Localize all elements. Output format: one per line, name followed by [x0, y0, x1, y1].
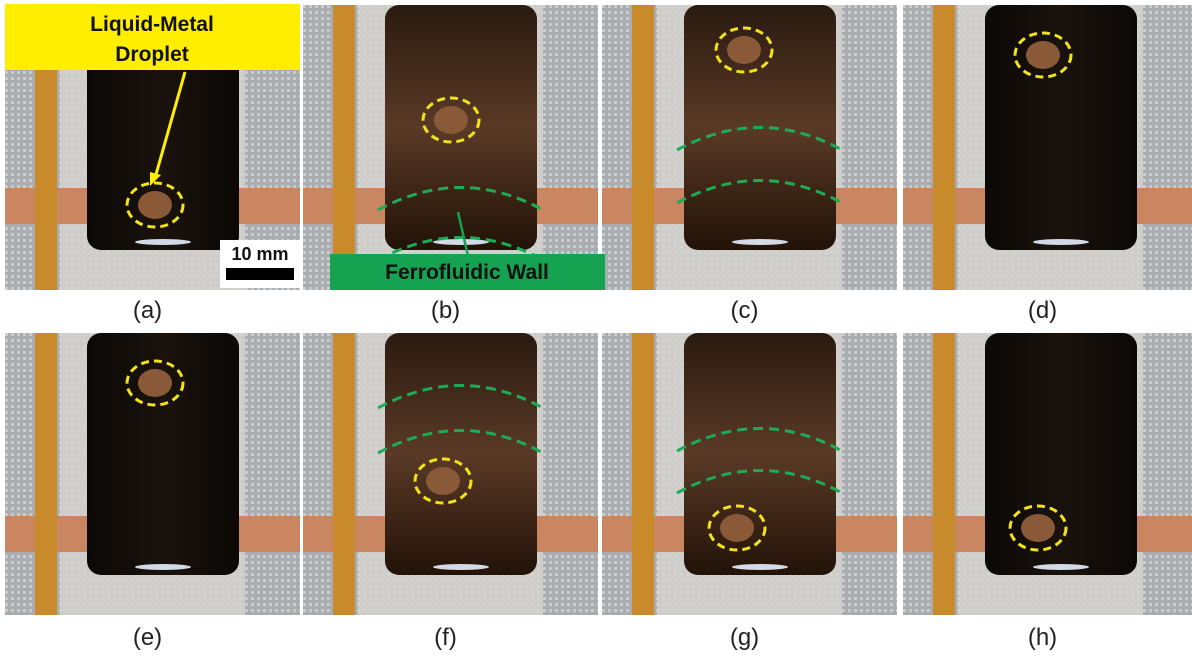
- wall-label: Ferrofluidic Wall: [385, 261, 549, 284]
- tape-strip: [632, 5, 654, 290]
- highlight: [732, 239, 788, 245]
- scale-bar-label: 10 mm: [231, 244, 288, 264]
- photo-panel: [5, 333, 300, 615]
- droplet: [138, 191, 172, 219]
- droplet: [1021, 514, 1055, 542]
- channel: [985, 5, 1137, 250]
- droplet-label: Droplet: [115, 43, 189, 66]
- droplet: [138, 369, 172, 397]
- tape-strip: [333, 5, 355, 290]
- tape-strip: [933, 333, 955, 615]
- channel: [87, 333, 239, 575]
- highlight: [1033, 239, 1089, 245]
- droplet: [727, 36, 761, 64]
- highlight: [1033, 564, 1089, 570]
- photo-panel: [303, 5, 598, 290]
- panel-label: (d): [1028, 297, 1057, 324]
- tape-strip: [632, 333, 654, 615]
- tape-strip: [933, 5, 955, 290]
- highlight: [135, 564, 191, 570]
- highlight: [732, 564, 788, 570]
- panel-label: (e): [133, 624, 162, 651]
- droplet: [426, 467, 460, 495]
- panel-label: (a): [133, 297, 162, 324]
- tape-strip: [35, 333, 57, 615]
- panel-label: (f): [434, 624, 457, 651]
- droplet-label: Liquid-Metal: [90, 13, 214, 36]
- scale-bar: [226, 268, 294, 280]
- photo-panel: [602, 5, 897, 290]
- channel: [385, 333, 537, 575]
- droplet: [720, 514, 754, 542]
- photo-panel: [303, 333, 598, 615]
- droplet: [434, 106, 468, 134]
- panel-label: (b): [431, 297, 460, 324]
- panel-label: (g): [730, 624, 759, 651]
- tape-strip: [333, 333, 355, 615]
- channel: [684, 333, 836, 575]
- figure: (a) (b) (c) (d) (e) (f) (g) (h) Liquid-Metal Dr…: [0, 0, 1192, 657]
- highlight: [135, 239, 191, 245]
- panel-label: (h): [1028, 624, 1057, 651]
- panel-label: (c): [731, 297, 759, 324]
- photo-panel: [903, 5, 1192, 290]
- highlight: [433, 564, 489, 570]
- channel: [985, 333, 1137, 575]
- photo-panel: [602, 333, 897, 615]
- droplet: [1026, 41, 1060, 69]
- photo-panel: [903, 333, 1192, 615]
